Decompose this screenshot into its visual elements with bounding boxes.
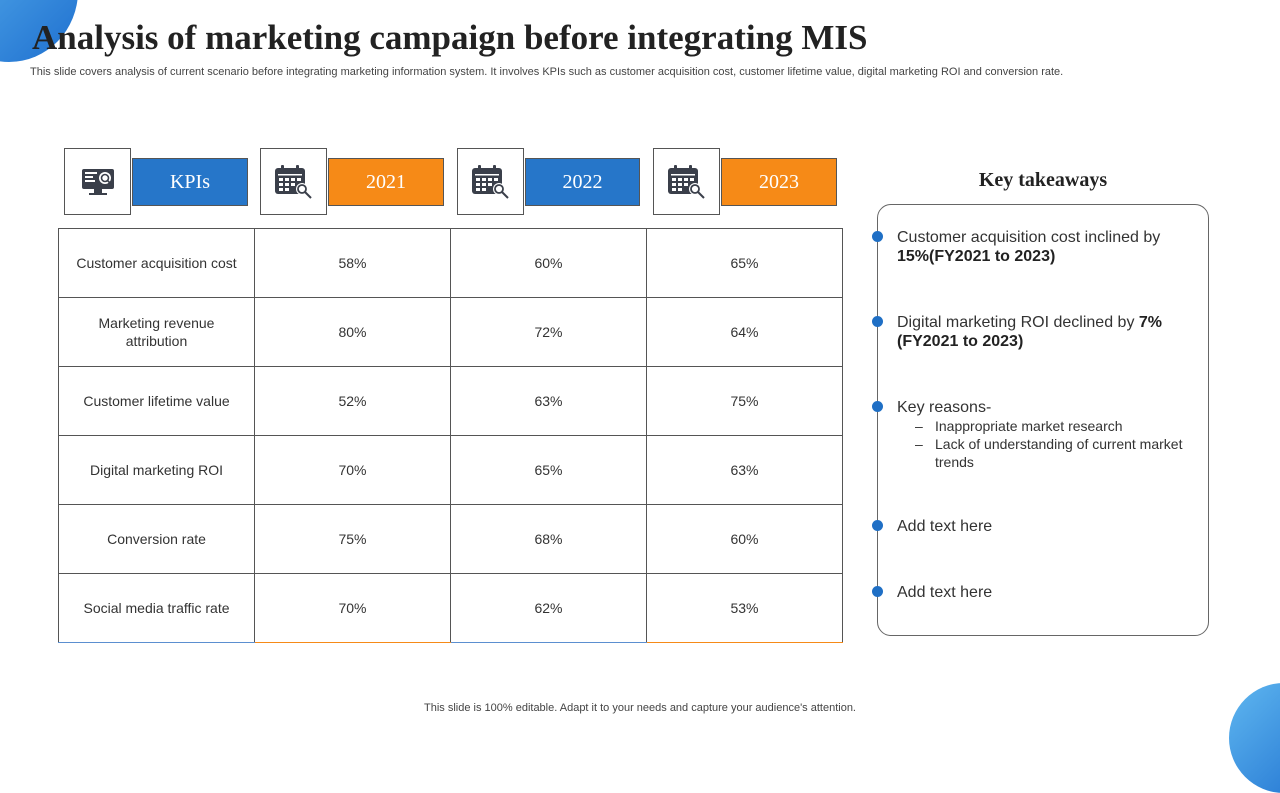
- table-row: Conversion rate 75% 68% 60%: [58, 504, 843, 574]
- corner-decoration: [1229, 683, 1280, 793]
- sub-item: Lack of understanding of current market …: [897, 435, 1187, 471]
- footer-note: This slide is 100% editable. Adapt it to…: [424, 702, 856, 714]
- value-2021-cell: 80%: [254, 297, 451, 367]
- kpi-name-cell: Customer acquisition cost: [58, 228, 255, 298]
- takeaway-highlight: 7%: [1138, 314, 1163, 331]
- value-2023-cell: 60%: [646, 504, 843, 574]
- takeaway-highlight: (FY2021 to 2023): [897, 333, 1024, 350]
- year-2022-header-icon-box: [457, 148, 524, 215]
- value-2023-cell: 75%: [646, 366, 843, 436]
- kpi-header: KPIs: [132, 158, 248, 206]
- takeaway-text: Digital marketing ROI declined by: [897, 314, 1139, 331]
- takeaway-sublist: Inappropriate market research Lack of un…: [897, 417, 1187, 471]
- page-title: Analysis of marketing campaign before in…: [32, 18, 868, 57]
- value-2022-cell: 68%: [450, 504, 647, 574]
- table-row: Customer acquisition cost 58% 60% 65%: [58, 228, 843, 298]
- page-subtitle: This slide covers analysis of current sc…: [30, 66, 1064, 78]
- value-2021-cell: 52%: [254, 366, 451, 436]
- sub-item: Inappropriate market research: [897, 417, 1187, 435]
- value-2021-cell: 75%: [254, 504, 451, 574]
- value-2021-cell: 70%: [254, 435, 451, 505]
- year-2021-header: 2021: [328, 158, 444, 206]
- takeaway-item: Add text here: [897, 584, 993, 601]
- year-2023-header: 2023: [721, 158, 837, 206]
- value-2021-cell: 70%: [254, 573, 451, 643]
- table-row: Customer lifetime value 52% 63% 75%: [58, 366, 843, 436]
- year-2022-header: 2022: [525, 158, 640, 206]
- table-row: Digital marketing ROI 70% 65% 63%: [58, 435, 843, 505]
- bullet-dot: [872, 231, 883, 242]
- takeaway-item: Digital marketing ROI declined by 7% (FY…: [897, 313, 1187, 351]
- takeaway-item: Add text here: [897, 518, 993, 535]
- value-2023-cell: 53%: [646, 573, 843, 643]
- value-2021-cell: 58%: [254, 228, 451, 298]
- takeaway-highlight: 15%(FY2021 to 2023): [897, 248, 1056, 265]
- bullet-dot: [872, 401, 883, 412]
- bullet-dot: [872, 520, 883, 531]
- takeaway-item: Customer acquisition cost inclined by 15…: [897, 228, 1187, 266]
- year-2021-header-icon-box: [260, 148, 327, 215]
- calendar-search-icon: [471, 164, 509, 199]
- value-2022-cell: 62%: [450, 573, 647, 643]
- takeaway-text: Customer acquisition cost inclined by: [897, 229, 1161, 246]
- kpi-name-cell: Marketing revenue attribution: [58, 297, 255, 367]
- value-2022-cell: 60%: [450, 228, 647, 298]
- calendar-search-icon: [667, 164, 705, 199]
- year-2023-header-icon-box: [653, 148, 720, 215]
- takeaway-text: Key reasons-: [897, 399, 992, 416]
- kpi-header-icon-box: [64, 148, 131, 215]
- calendar-search-icon: [274, 164, 312, 199]
- kpi-name-cell: Social media traffic rate: [58, 573, 255, 643]
- takeaway-item: Key reasons- Inappropriate market resear…: [897, 398, 1187, 471]
- monitor-search-icon: [81, 168, 114, 195]
- value-2023-cell: 64%: [646, 297, 843, 367]
- value-2022-cell: 63%: [450, 366, 647, 436]
- table-row: Marketing revenue attribution 80% 72% 64…: [58, 297, 843, 367]
- kpi-name-cell: Customer lifetime value: [58, 366, 255, 436]
- kpi-name-cell: Conversion rate: [58, 504, 255, 574]
- key-takeaways-title: Key takeaways: [978, 169, 1108, 191]
- value-2022-cell: 65%: [450, 435, 647, 505]
- value-2023-cell: 63%: [646, 435, 843, 505]
- kpi-name-cell: Digital marketing ROI: [58, 435, 255, 505]
- value-2023-cell: 65%: [646, 228, 843, 298]
- table-row: Social media traffic rate 70% 62% 53%: [58, 573, 843, 643]
- kpi-table: Customer acquisition cost 58% 60% 65% Ma…: [58, 228, 843, 643]
- bullet-dot: [872, 586, 883, 597]
- value-2022-cell: 72%: [450, 297, 647, 367]
- bullet-dot: [872, 316, 883, 327]
